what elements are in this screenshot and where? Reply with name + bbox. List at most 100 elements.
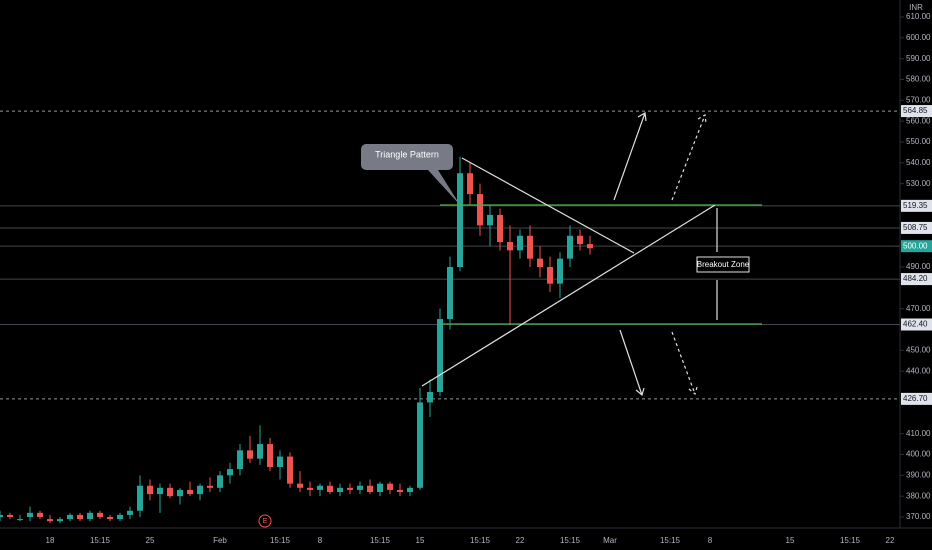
price-level-box — [901, 318, 932, 331]
y-tick-label: 440.00 — [906, 366, 931, 375]
y-tick-label: 550.00 — [906, 137, 931, 146]
candle-body — [477, 194, 483, 226]
x-tick-label: 15:15 — [370, 536, 391, 545]
levels — [0, 110, 900, 400]
candle-body — [127, 510, 133, 515]
currency-label: INR — [909, 3, 923, 12]
arrow-down-dashed — [671, 331, 698, 396]
y-tick-label: 380.00 — [906, 491, 931, 500]
triangle-callout — [361, 144, 460, 205]
y-tick-label: 540.00 — [906, 158, 931, 167]
candle-body — [517, 235, 523, 251]
candle-body — [487, 214, 493, 226]
candle-body — [567, 235, 573, 259]
x-tick-label: 15 — [786, 536, 795, 545]
candle-body — [7, 514, 13, 517]
candle-body — [417, 402, 423, 488]
y-tick-label: 390.00 — [906, 470, 931, 479]
y-tick-label: 470.00 — [906, 304, 931, 313]
y-tick-label: 600.00 — [906, 33, 931, 42]
candle-body — [577, 235, 583, 245]
candle-body — [317, 485, 323, 490]
arrow-up-dashed — [671, 114, 707, 201]
candle-body — [467, 173, 473, 195]
arrow-down — [619, 329, 645, 397]
candle-body — [537, 258, 543, 267]
price-level-label: 500.00 — [903, 241, 928, 250]
price-level-label: 564.85 — [903, 106, 928, 115]
x-tick-label: 25 — [146, 536, 155, 545]
y-tick-label: 590.00 — [906, 54, 931, 63]
candle-body — [557, 258, 563, 284]
candle-body — [377, 483, 383, 492]
candle-body — [47, 519, 53, 522]
x-tick-label: 22 — [516, 536, 525, 545]
x-tick-label: Mar — [603, 536, 617, 545]
triangle-upper — [461, 157, 635, 254]
price-level-label: 426.70 — [903, 394, 928, 403]
candle-body — [437, 319, 443, 392]
candle-body — [87, 512, 93, 520]
x-tick-label: 15:15 — [90, 536, 111, 545]
price-level-box — [901, 240, 932, 253]
x-tick-label: 15:15 — [840, 536, 861, 545]
y-tick-label: 410.00 — [906, 429, 931, 438]
candle-body — [257, 444, 263, 459]
candle-body — [67, 514, 73, 520]
x-tick-label: 18 — [46, 536, 55, 545]
price-level-label: 508.75 — [903, 223, 928, 232]
breakout-label: Breakout Zone — [697, 260, 750, 269]
x-tick-label: 15:15 — [470, 536, 491, 545]
candle-body — [137, 485, 143, 511]
candle-body — [357, 485, 363, 490]
candle-body — [27, 512, 33, 517]
price-level-box — [901, 273, 932, 286]
price-level-box — [901, 199, 932, 212]
triangle-label: Triangle Pattern — [375, 149, 439, 159]
x-tick-label: 15 — [416, 536, 425, 545]
candle-body — [277, 456, 283, 467]
y-tick-label: 370.00 — [906, 512, 931, 521]
candle-body — [107, 517, 113, 520]
candle-body — [497, 214, 503, 242]
candle-body — [297, 483, 303, 488]
price-level-box — [901, 105, 932, 118]
candle-body — [367, 485, 373, 492]
price-level-label: 484.20 — [903, 274, 928, 283]
candle-body — [227, 469, 233, 476]
x-tick-label: 8 — [708, 536, 713, 545]
candle-body — [587, 244, 593, 249]
arrow-up — [613, 112, 647, 201]
candle-body — [387, 483, 393, 490]
price-level-box — [901, 221, 932, 234]
candle-body — [77, 514, 83, 520]
candle-body — [37, 512, 43, 517]
candle-body — [0, 514, 3, 517]
candle-body — [207, 485, 213, 488]
y-tick-label: 450.00 — [906, 345, 931, 354]
candle-body — [17, 519, 23, 521]
price-level-label: 462.40 — [903, 320, 928, 329]
event-marker — [258, 514, 272, 528]
candle-body — [347, 487, 353, 490]
candle-body — [307, 487, 313, 490]
candle-body — [147, 485, 153, 495]
y-tick-label: 580.00 — [906, 75, 931, 84]
candle-body — [407, 487, 413, 492]
candle-body — [247, 450, 253, 459]
y-tick-label: 490.00 — [906, 262, 931, 271]
candle-body — [287, 456, 293, 484]
price-level-box — [901, 392, 932, 405]
candle-body — [327, 485, 333, 492]
candle-body — [217, 475, 223, 488]
candle-body — [507, 242, 513, 251]
candle-body — [177, 489, 183, 497]
y-tick-label: 560.00 — [906, 116, 931, 125]
x-tick-label: 15:15 — [270, 536, 291, 545]
candle-body — [547, 267, 553, 284]
candle-body — [337, 487, 343, 492]
x-tick-label: 22 — [886, 536, 895, 545]
